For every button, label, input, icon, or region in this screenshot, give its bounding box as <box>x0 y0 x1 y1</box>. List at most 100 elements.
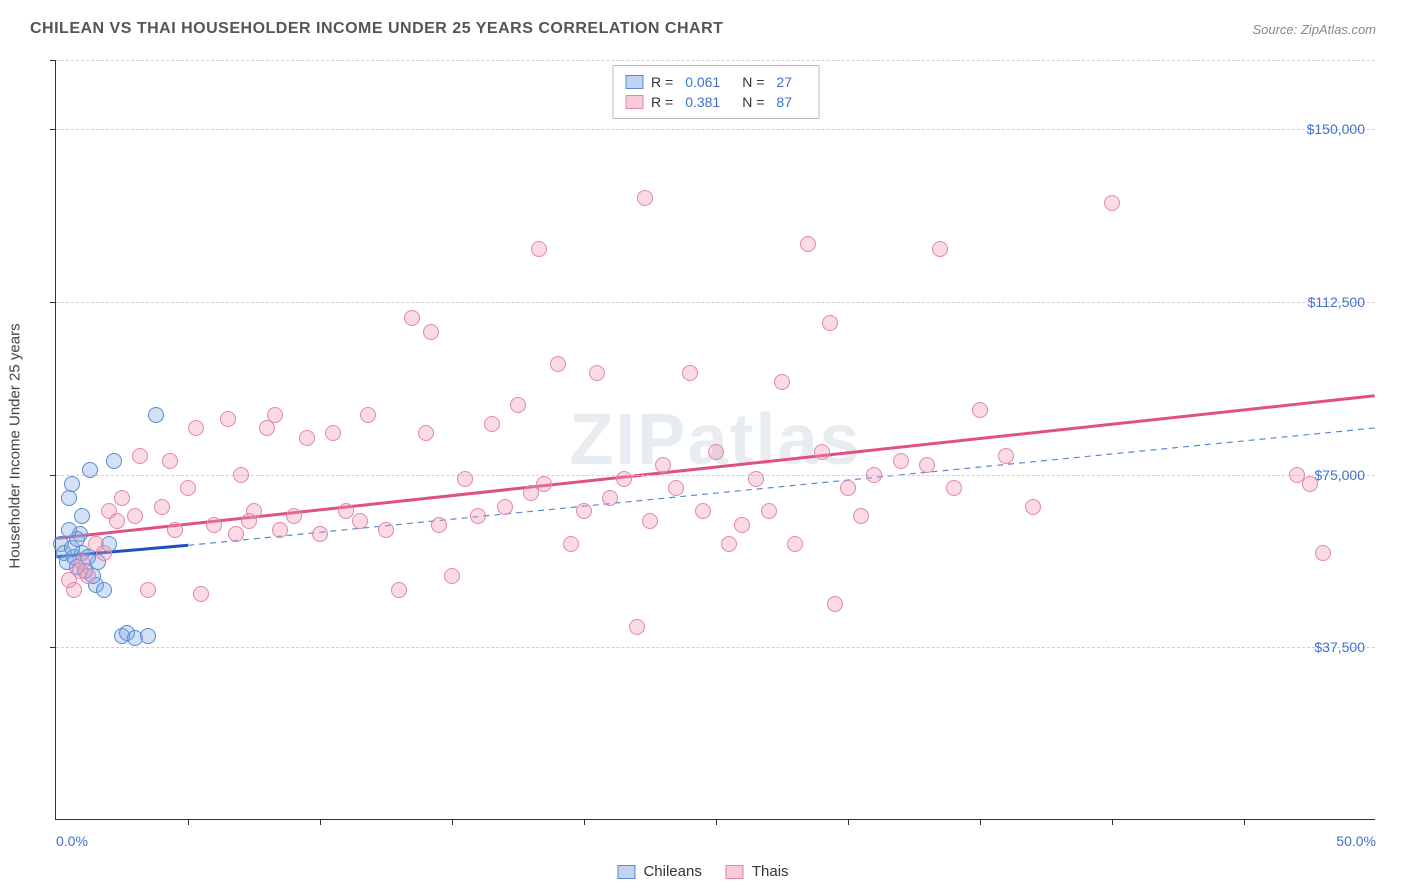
scatter-point <box>220 411 236 427</box>
legend-swatch <box>617 865 635 879</box>
xtick-label: 0.0% <box>56 833 88 849</box>
gridline <box>56 129 1375 130</box>
scatter-point <box>267 407 283 423</box>
scatter-point <box>132 448 148 464</box>
scatter-point <box>721 536 737 552</box>
scatter-point <box>391 582 407 598</box>
scatter-point <box>246 503 262 519</box>
scatter-point <box>668 480 684 496</box>
scatter-point <box>96 545 112 561</box>
r-label: R = <box>651 94 673 110</box>
scatter-point <box>536 476 552 492</box>
scatter-point <box>840 480 856 496</box>
scatter-point <box>127 508 143 524</box>
scatter-point <box>259 420 275 436</box>
scatter-point <box>352 513 368 529</box>
scatter-point <box>61 490 77 506</box>
trendlines-svg <box>56 60 1375 819</box>
xtick-mark <box>188 819 189 825</box>
scatter-point <box>787 536 803 552</box>
scatter-point <box>80 568 96 584</box>
scatter-point <box>642 513 658 529</box>
scatter-point <box>286 508 302 524</box>
scatter-chart: ZIPatlas R =0.061 N =27 R =0.381 N =87 $… <box>55 60 1375 820</box>
scatter-point <box>550 356 566 372</box>
ytick-label: $112,500 <box>1308 294 1365 310</box>
scatter-point <box>1104 195 1120 211</box>
legend-label: Chileans <box>643 863 701 880</box>
legend-stat-row: R = 0.381 N = 87 <box>625 92 806 112</box>
scatter-point <box>655 457 671 473</box>
n-value: 87 <box>776 94 792 110</box>
xtick-label: 50.0% <box>1336 833 1376 849</box>
scatter-point <box>140 628 156 644</box>
r-label: R = <box>651 74 673 90</box>
chart-title: CHILEAN VS THAI HOUSEHOLDER INCOME UNDER… <box>30 20 723 38</box>
ytick-mark <box>50 129 56 130</box>
scatter-point <box>484 416 500 432</box>
scatter-point <box>919 457 935 473</box>
scatter-point <box>312 526 328 542</box>
xtick-mark <box>1244 819 1245 825</box>
scatter-point <box>972 402 988 418</box>
scatter-point <box>682 365 698 381</box>
scatter-point <box>602 490 618 506</box>
legend-label: Thais <box>752 863 789 880</box>
scatter-point <box>470 508 486 524</box>
scatter-point <box>563 536 579 552</box>
scatter-point <box>74 508 90 524</box>
trendline <box>188 428 1374 545</box>
scatter-point <box>444 568 460 584</box>
scatter-point <box>162 453 178 469</box>
scatter-point <box>748 471 764 487</box>
scatter-point <box>629 619 645 635</box>
scatter-point <box>510 397 526 413</box>
scatter-point <box>497 499 513 515</box>
scatter-point <box>1025 499 1041 515</box>
scatter-point <box>814 444 830 460</box>
xtick-mark <box>980 819 981 825</box>
scatter-point <box>228 526 244 542</box>
n-label: N = <box>742 94 764 110</box>
y-axis-label: Householder Income Under 25 years <box>7 323 24 568</box>
n-value: 27 <box>776 74 792 90</box>
ytick-label: $75,000 <box>1314 467 1365 483</box>
scatter-point <box>64 476 80 492</box>
xtick-mark <box>320 819 321 825</box>
ytick-label: $37,500 <box>1314 639 1365 655</box>
gridline <box>56 647 1375 648</box>
scatter-point <box>109 513 125 529</box>
header: CHILEAN VS THAI HOUSEHOLDER INCOME UNDER… <box>0 0 1406 48</box>
legend-item: Chileans <box>617 863 701 880</box>
scatter-point <box>378 522 394 538</box>
legend-swatch <box>726 865 744 879</box>
scatter-point <box>576 503 592 519</box>
scatter-point <box>418 425 434 441</box>
legend-item: Thais <box>726 863 789 880</box>
scatter-point <box>822 315 838 331</box>
scatter-point <box>188 420 204 436</box>
scatter-point <box>1315 545 1331 561</box>
scatter-point <box>233 467 249 483</box>
scatter-point <box>96 582 112 598</box>
scatter-point <box>998 448 1014 464</box>
scatter-point <box>154 499 170 515</box>
scatter-point <box>695 503 711 519</box>
r-value: 0.381 <box>685 94 720 110</box>
gridline <box>56 475 1375 476</box>
scatter-point <box>167 522 183 538</box>
scatter-point <box>206 517 222 533</box>
ytick-mark <box>50 647 56 648</box>
ytick-mark <box>50 302 56 303</box>
scatter-point <box>637 190 653 206</box>
scatter-point <box>360 407 376 423</box>
scatter-point <box>61 522 77 538</box>
scatter-point <box>299 430 315 446</box>
scatter-point <box>423 324 439 340</box>
xtick-mark <box>848 819 849 825</box>
scatter-point <box>404 310 420 326</box>
scatter-point <box>589 365 605 381</box>
scatter-point <box>1302 476 1318 492</box>
ytick-label: $150,000 <box>1307 121 1365 137</box>
legend-stat-row: R =0.061 N =27 <box>625 72 806 92</box>
